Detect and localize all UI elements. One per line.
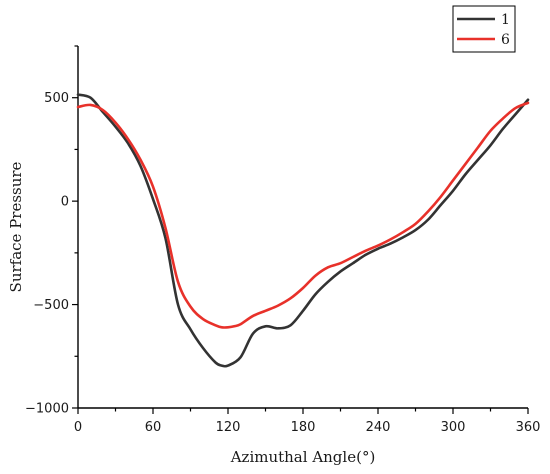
y-axis-title: Surface Pressure xyxy=(7,161,25,292)
legend-label-1: 1 xyxy=(501,12,510,28)
x-tick-label: 300 xyxy=(441,420,466,435)
legend-box xyxy=(452,5,516,53)
x-tick-label: 180 xyxy=(291,420,316,435)
series-line-1 xyxy=(76,93,530,368)
legend-label-6: 6 xyxy=(501,32,510,48)
x-axis-title: Azimuthal Angle(°) xyxy=(230,448,376,466)
legend: 16 xyxy=(452,5,516,53)
axes: 0 60 120 180 240 300 360 −1000 −500 0 500 xyxy=(25,45,541,435)
series-lines xyxy=(76,93,530,368)
x-tick-label: 60 xyxy=(145,420,162,435)
x-tick-label: 0 xyxy=(74,420,82,435)
y-tick-label: 500 xyxy=(44,91,69,106)
x-tick-label: 360 xyxy=(516,420,541,435)
x-tick-label: 240 xyxy=(366,420,391,435)
y-tick-label: −1000 xyxy=(25,402,69,417)
series-line-6 xyxy=(76,101,530,329)
x-tick-label: 120 xyxy=(216,420,241,435)
y-tick-label: 0 xyxy=(61,195,69,210)
y-tick-label: −500 xyxy=(33,298,69,313)
